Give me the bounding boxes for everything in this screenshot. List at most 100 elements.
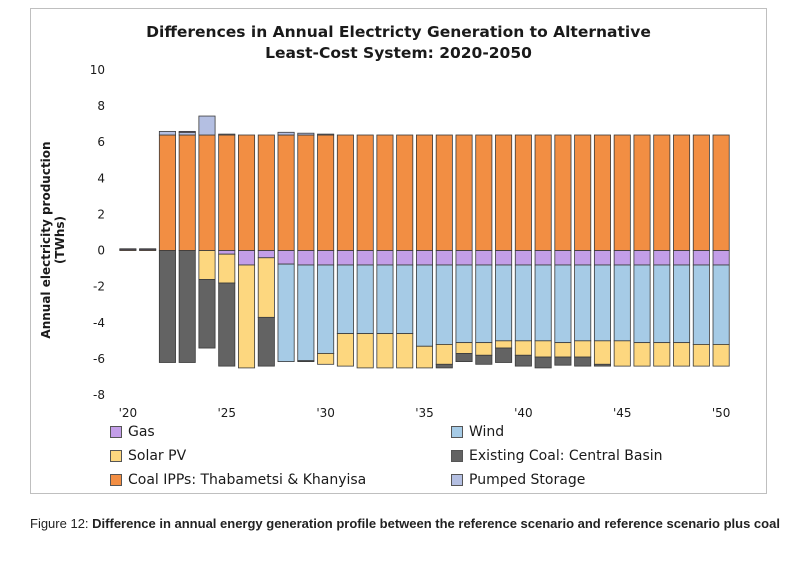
bar-segment-solar-pv [455,342,473,354]
x-tick-label: '45 [613,406,632,420]
bar-segment-wind [633,264,651,344]
x-tick-label: '40 [514,406,533,420]
bar-segment-coal-ipps-thabametsi-khanyisa [415,134,434,251]
bar-segment-gas [574,250,592,266]
bar-segment-wind [554,264,572,344]
x-tick-label: '20 [119,406,138,420]
legend: Gas Wind Solar PV Existing Coal: Central… [110,424,750,494]
bar-segment-gas [257,250,275,259]
bar-segment-gas [356,250,374,266]
bar-segment-pumped-storage [178,131,196,136]
y-tick-label: 0 [97,244,105,258]
bar-segment-coal-ipps-thabametsi-khanyisa [673,134,691,251]
chart-title-line-1: Differences in Annual Electricty Generat… [146,23,651,41]
y-tick-label: 8 [97,99,105,113]
bar-segment-pumped-storage [277,131,295,136]
bar-segment-pumped-storage [158,130,176,136]
bar-segment-wind [495,264,513,342]
bar-segment-wind [277,263,295,362]
bar-segment-existing-coal-central-basin [495,347,513,363]
y-tick-label: 4 [97,171,105,185]
bar-segment-existing-coal-central-basin [593,363,611,367]
bar-segment-wind [475,264,493,344]
caption-prefix: Figure 12: [30,516,93,531]
bar-segment-coal-ipps-thabametsi-khanyisa [376,134,394,251]
legend-swatch-pumped-storage [451,474,463,486]
bar-segment-gas [495,250,513,266]
bar-segment-coal-ipps-thabametsi-khanyisa [178,134,196,251]
bar-segment-gas [712,250,730,266]
bar-segment-existing-coal-central-basin [574,356,592,367]
bar-segment-solar-pv [475,342,493,356]
bar-segment-coal-ipps-thabametsi-khanyisa [475,134,493,251]
bar-segment-existing-coal-central-basin [198,279,216,349]
bar-segment-gas [336,250,354,266]
bar-segment-coal-ipps-thabametsi-khanyisa [692,134,710,251]
bar-segment-solar-pv [435,344,453,365]
figure-caption: Figure 12: Difference in annual energy g… [30,514,790,533]
bar-segment-gas [297,250,315,266]
bar-segment-gas [277,250,295,265]
legend-swatch-solar-pv [110,450,122,462]
x-tick-label: '30 [316,406,335,420]
bar-segment-solar-pv [356,333,374,369]
legend-item-existing-coal: Existing Coal: Central Basin [451,448,663,464]
bar-segment-solar-pv [495,340,513,349]
bar-segment-wind [534,264,552,342]
bar-segment-wind [574,264,592,342]
bar-segment-gas [435,250,453,266]
bar-segment-existing-coal-central-basin [475,354,493,365]
bar-segment-gas [653,250,671,266]
bar-segment-gas [455,250,473,266]
bar-segment-pumped-storage [218,133,236,136]
bar-segment-gas [415,250,434,266]
bar-segment-solar-pv [534,340,552,358]
legend-label-solar-pv: Solar PV [128,448,187,464]
bar-segment-existing-coal-central-basin [178,250,196,363]
bar-segment-wind [356,264,374,335]
legend-label-coal-ipps: Coal IPPs: Thabametsi & Khanyisa [128,472,367,488]
bar-segment-gas [514,250,532,266]
bar-segment-coal-ipps-thabametsi-khanyisa [574,134,592,251]
bar-segment-gas [396,250,414,266]
bar-segment-solar-pv [336,333,354,367]
bar-segment-gas [238,250,256,266]
x-tick-label: '25 [217,406,236,420]
bar-segment-existing-coal-central-basin [554,356,572,366]
legend-item-solar-pv: Solar PV [110,448,186,464]
bar-segment-coal-ipps-thabametsi-khanyisa [435,134,453,251]
legend-swatch-existing-coal [451,450,463,462]
bar-segment-solar-pv [712,344,730,367]
bar-segment-coal-ipps-thabametsi-khanyisa [277,134,295,251]
bar-segment-coal-ipps-thabametsi-khanyisa [317,134,335,251]
bar-segment-solar-pv [633,342,651,367]
bar-segment-gas [534,250,552,266]
legend-label-existing-coal: Existing Coal: Central Basin [469,448,663,464]
bar-segment-wind [415,264,434,347]
legend-label-pumped-storage: Pumped Storage [469,472,586,488]
bar-segment-coal-ipps-thabametsi-khanyisa [712,134,730,251]
bar-segment-coal-ipps-thabametsi-khanyisa [653,134,671,251]
legend-item-gas: Gas [110,424,155,440]
chart-title-line-2: Least-Cost System: 2020-2050 [265,44,532,62]
bar-segment-solar-pv [257,257,275,318]
bar-segment-gas [633,250,651,266]
bar-segment-solar-pv [238,264,256,369]
bar-segment-solar-pv [198,250,216,280]
bar-segment-solar-pv [415,345,434,369]
bar-segment-wind [435,264,453,345]
bar-segment-gas [139,248,157,251]
y-tick-label: 10 [90,63,105,77]
bar-segment-wind [317,264,335,354]
bar-segment-gas [554,250,572,266]
bar-segment-existing-coal-central-basin [514,354,532,367]
bar-segment-wind [514,264,532,342]
bar-segment-solar-pv [613,340,631,367]
bar-segment-wind [455,264,473,344]
bar-segment-coal-ipps-thabametsi-khanyisa [593,134,611,251]
bar-segment-wind [653,264,671,344]
y-tick-label: 2 [97,207,105,221]
caption-text: Difference in annual energy generation p… [92,516,780,531]
bar-segment-solar-pv [376,333,394,369]
legend-label-gas: Gas [128,424,155,440]
